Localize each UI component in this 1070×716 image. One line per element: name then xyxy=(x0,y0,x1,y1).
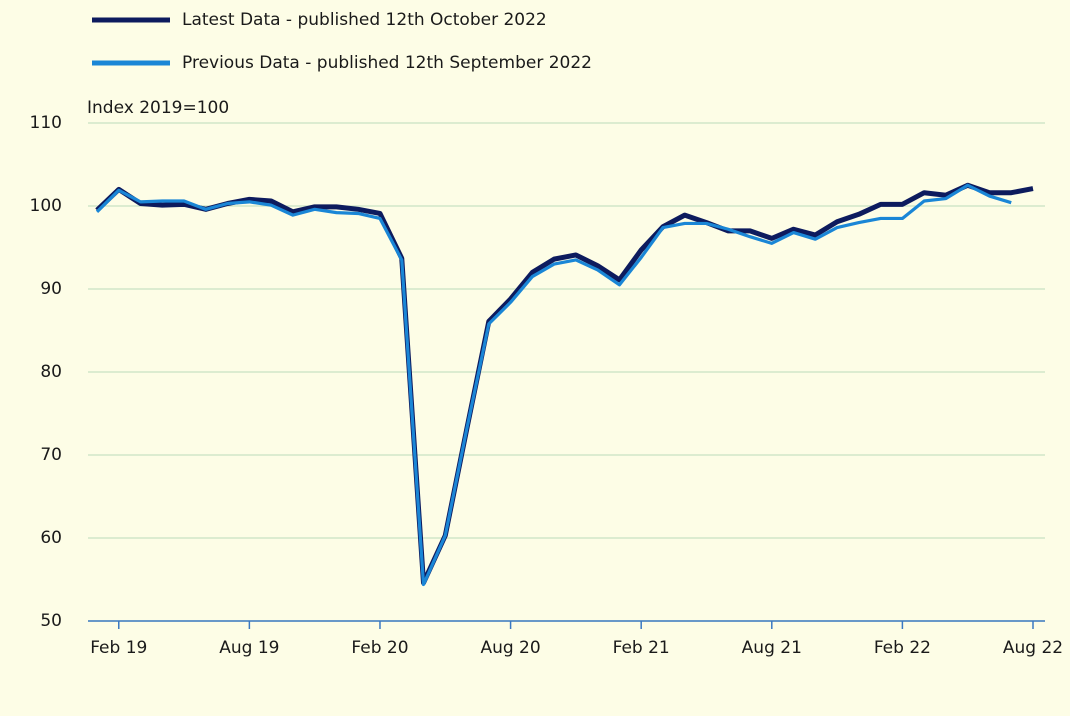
y-tick-label: 60 xyxy=(40,528,62,548)
x-tick-label: Aug 19 xyxy=(219,638,279,658)
x-tick-label: Aug 21 xyxy=(742,638,802,658)
y-tick-label: 80 xyxy=(40,362,62,382)
x-tick-label: Aug 22 xyxy=(1003,638,1063,658)
series-line xyxy=(95,182,1034,586)
y-tick-label: 100 xyxy=(30,196,62,216)
x-tick-label: Feb 20 xyxy=(351,638,408,658)
legend-label: Latest Data - published 12th October 202… xyxy=(182,10,547,30)
x-tick-label: Feb 21 xyxy=(613,638,670,658)
y-tick-label: 70 xyxy=(40,445,62,465)
x-tick-label: Feb 19 xyxy=(90,638,147,658)
legend-label: Previous Data - published 12th September… xyxy=(182,53,592,73)
x-tick-label: Aug 20 xyxy=(480,638,540,658)
y-tick-label: 90 xyxy=(40,279,62,299)
y-axis-label: Index 2019=100 xyxy=(87,98,229,118)
x-tick-label: Feb 22 xyxy=(874,638,931,658)
series-line xyxy=(95,183,1012,587)
y-tick-label: 110 xyxy=(30,113,62,133)
y-tick-label: 50 xyxy=(40,611,62,631)
